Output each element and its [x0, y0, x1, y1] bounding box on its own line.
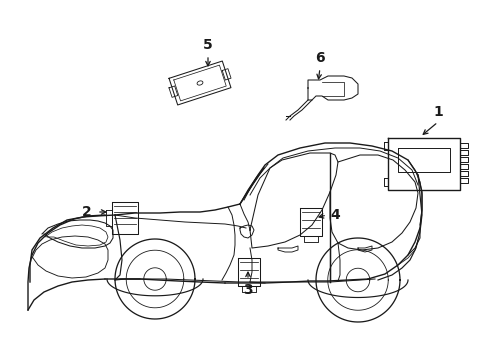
Text: 6: 6	[315, 51, 324, 65]
Text: 3: 3	[243, 283, 252, 297]
Text: 1: 1	[432, 105, 442, 119]
Text: 5: 5	[203, 38, 212, 52]
Text: 4: 4	[329, 208, 339, 222]
Text: 2: 2	[82, 205, 92, 219]
